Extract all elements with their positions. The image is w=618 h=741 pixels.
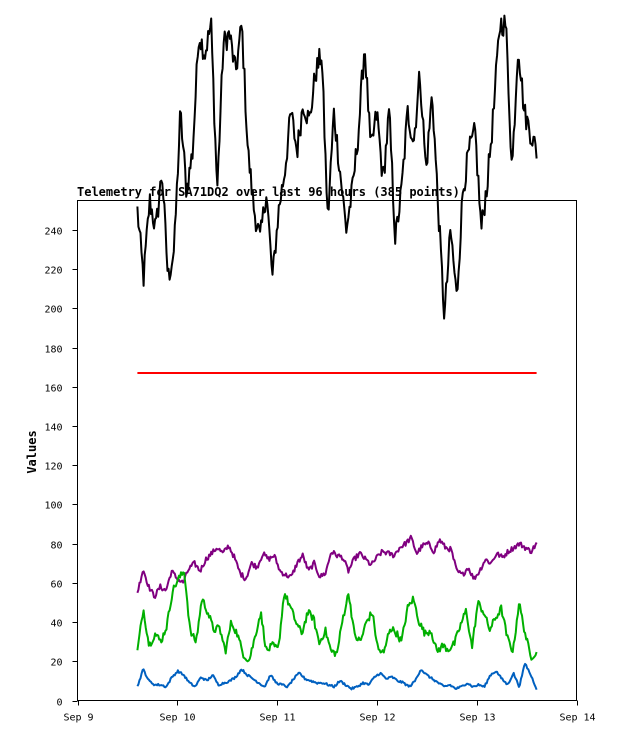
y-tick-label: 160 — [44, 384, 62, 395]
y-tick-label: 140 — [44, 423, 62, 434]
x-tick-label: Sep 12 — [359, 713, 395, 724]
y-tick-label: 220 — [44, 266, 62, 277]
y-axis-label: Values — [25, 430, 39, 473]
y-tick-label: 180 — [44, 345, 62, 356]
x-tick-label: Sep 11 — [259, 713, 295, 724]
series-line-3 — [136, 534, 538, 599]
series-line-5 — [136, 662, 538, 691]
y-tick-label: 240 — [44, 227, 62, 238]
y-axis: 0 20 40 60 80 100 120 140 160 180 200 220 240 — [44, 227, 78, 709]
x-tick-label: Sep 9 — [63, 713, 93, 724]
y-tick-label: 120 — [44, 462, 62, 473]
plot-frame — [77, 200, 577, 701]
y-tick-label: 0 — [56, 698, 62, 709]
y-tick-label: 100 — [44, 501, 62, 512]
x-tick-label: Sep 13 — [459, 713, 495, 724]
series-line-4 — [136, 571, 538, 663]
y-tick-label: 60 — [50, 580, 62, 591]
y-tick-label: 40 — [50, 619, 62, 630]
x-axis: Sep 9 Sep 10 Sep 11 Sep 12 Sep 13 Sep 14 — [63, 700, 596, 724]
x-tick-label: Sep 14 — [559, 713, 595, 724]
y-tick-label: 80 — [50, 541, 62, 552]
y-tick-label: 200 — [44, 305, 62, 316]
series-lines — [136, 14, 538, 691]
x-tick-label: Sep 10 — [159, 713, 195, 724]
y-tick-label: 20 — [50, 658, 62, 669]
series-line-1 — [136, 14, 538, 320]
chart-title: Telemetry for SA71DQ2 over last 96 hours… — [77, 185, 460, 199]
